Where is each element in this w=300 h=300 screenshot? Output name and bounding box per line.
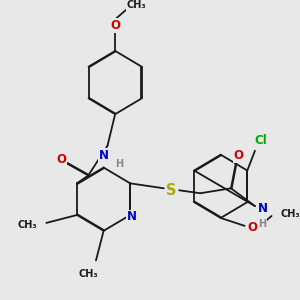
Text: S: S: [166, 183, 177, 198]
Text: N: N: [127, 211, 137, 224]
Text: N: N: [99, 149, 109, 162]
Text: N: N: [258, 202, 268, 214]
Text: O: O: [110, 19, 120, 32]
Text: Cl: Cl: [254, 134, 267, 147]
Text: CH₃: CH₃: [281, 209, 300, 219]
Text: O: O: [56, 153, 66, 166]
Text: H: H: [115, 159, 123, 169]
Text: CH₃: CH₃: [17, 220, 37, 230]
Text: CH₃: CH₃: [79, 269, 98, 279]
Text: O: O: [248, 221, 257, 234]
Text: O: O: [234, 149, 244, 162]
Text: CH₃: CH₃: [126, 0, 146, 11]
Text: H: H: [259, 219, 267, 229]
